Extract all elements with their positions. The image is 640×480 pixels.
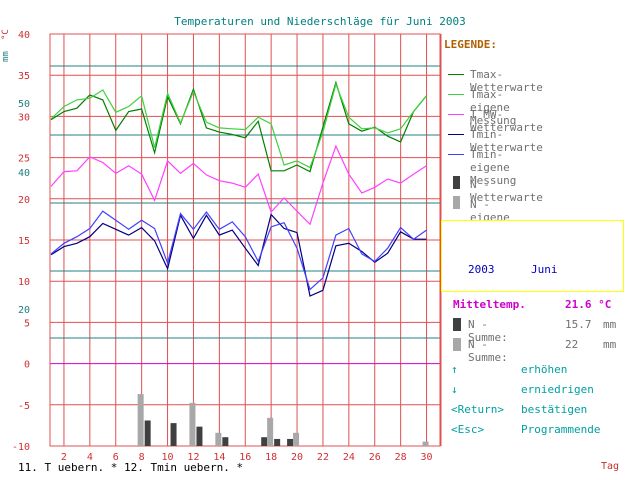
precip-bar (293, 432, 300, 446)
temp-tick-label: 35 (18, 71, 30, 82)
temp-tick-label: 15 (18, 236, 30, 247)
legend-swatch (448, 134, 464, 135)
precip-sum-swatch (453, 338, 461, 351)
day-tick-label: 6 (113, 452, 119, 463)
temp-tick-label: -5 (18, 401, 30, 412)
precip-bar (170, 423, 177, 446)
series-line (50, 80, 427, 173)
celsius-unit-label: °C (1, 29, 11, 40)
key-return[interactable]: <Return> (451, 403, 504, 416)
day-tick-label: 10 (162, 452, 174, 463)
temp-tick-label: 40 (18, 30, 30, 41)
day-tick-label: 28 (395, 452, 407, 463)
mean-temp-value: 21.6 °C (565, 298, 612, 311)
mm-tick-label: 40 (18, 168, 30, 179)
series-line (50, 210, 427, 291)
temperature-lines (50, 80, 427, 297)
mm-tick-label: 20 (18, 305, 30, 316)
date-box (441, 220, 624, 292)
legend-swatch (453, 176, 460, 189)
day-tick-label: 8 (139, 452, 145, 463)
key-up-icon[interactable]: ↑ (451, 363, 458, 376)
legend-swatch (448, 154, 464, 155)
precip-bar (189, 402, 196, 446)
temp-tick-label: 10 (18, 277, 30, 288)
series-line (50, 82, 427, 169)
precip-bars (137, 394, 429, 446)
day-tick-label: 14 (213, 452, 225, 463)
mm-tick-label: 50 (18, 99, 30, 110)
action-exit[interactable]: Programmende (521, 423, 601, 436)
precip-bar (215, 432, 222, 446)
precip-bar (274, 438, 281, 446)
day-tick-label: 16 (239, 452, 251, 463)
precip-bar (287, 438, 294, 446)
temp-tick-label: 25 (18, 154, 30, 165)
day-tick-label: 18 (265, 452, 277, 463)
legend-swatch (453, 196, 460, 209)
status-footer: 11. T uebern. * 12. Tmin uebern. * (18, 461, 244, 474)
precip-sum-swatch (453, 318, 461, 331)
day-tick-label: 4 (87, 452, 93, 463)
series-line (50, 213, 427, 297)
month-value: Juni (531, 263, 558, 276)
legend-swatch (448, 94, 464, 95)
day-tick-label: 20 (291, 452, 303, 463)
day-tick-label: 12 (187, 452, 199, 463)
key-esc[interactable]: <Esc> (451, 423, 485, 436)
temp-tick-label: 20 (18, 195, 30, 206)
precip-bar (144, 420, 151, 446)
precip-bar (196, 426, 203, 446)
plot-frame (49, 33, 441, 447)
day-tick-label: 24 (343, 452, 355, 463)
mm-unit-label: mm (1, 51, 11, 62)
precip-bar (267, 417, 274, 446)
precip-bar (261, 437, 268, 446)
action-confirm[interactable]: bestätigen (521, 403, 588, 416)
day-tick-label: 26 (369, 452, 381, 463)
legend-swatch (448, 74, 464, 75)
year-value: 2003 (468, 263, 495, 276)
grid (49, 33, 442, 447)
precip-bar (222, 437, 229, 446)
legend-title: LEGENDE: (444, 38, 497, 51)
day-tick-label: 22 (317, 452, 329, 463)
temp-tick-label: 30 (18, 112, 30, 123)
day-tick-label: 2 (61, 452, 67, 463)
action-increase[interactable]: erhöhen (521, 363, 568, 376)
legend-swatch (448, 114, 464, 115)
temp-tick-label: 5 (24, 318, 30, 329)
precip-bar (137, 394, 144, 446)
series-line (50, 144, 427, 226)
mean-temp-label: Mitteltemp. (453, 298, 526, 311)
day-tick-label: 30 (421, 452, 433, 463)
temp-tick-label: -10 (12, 442, 30, 453)
key-down-icon[interactable]: ↓ (451, 383, 458, 396)
chart-title: Temperaturen und Niederschläge für Juni … (174, 15, 466, 28)
action-decrease[interactable]: erniedrigen (521, 383, 594, 396)
x-axis-unit: Tag (601, 461, 620, 472)
precip-bar (422, 441, 429, 446)
temp-tick-label: 0 (24, 360, 30, 371)
